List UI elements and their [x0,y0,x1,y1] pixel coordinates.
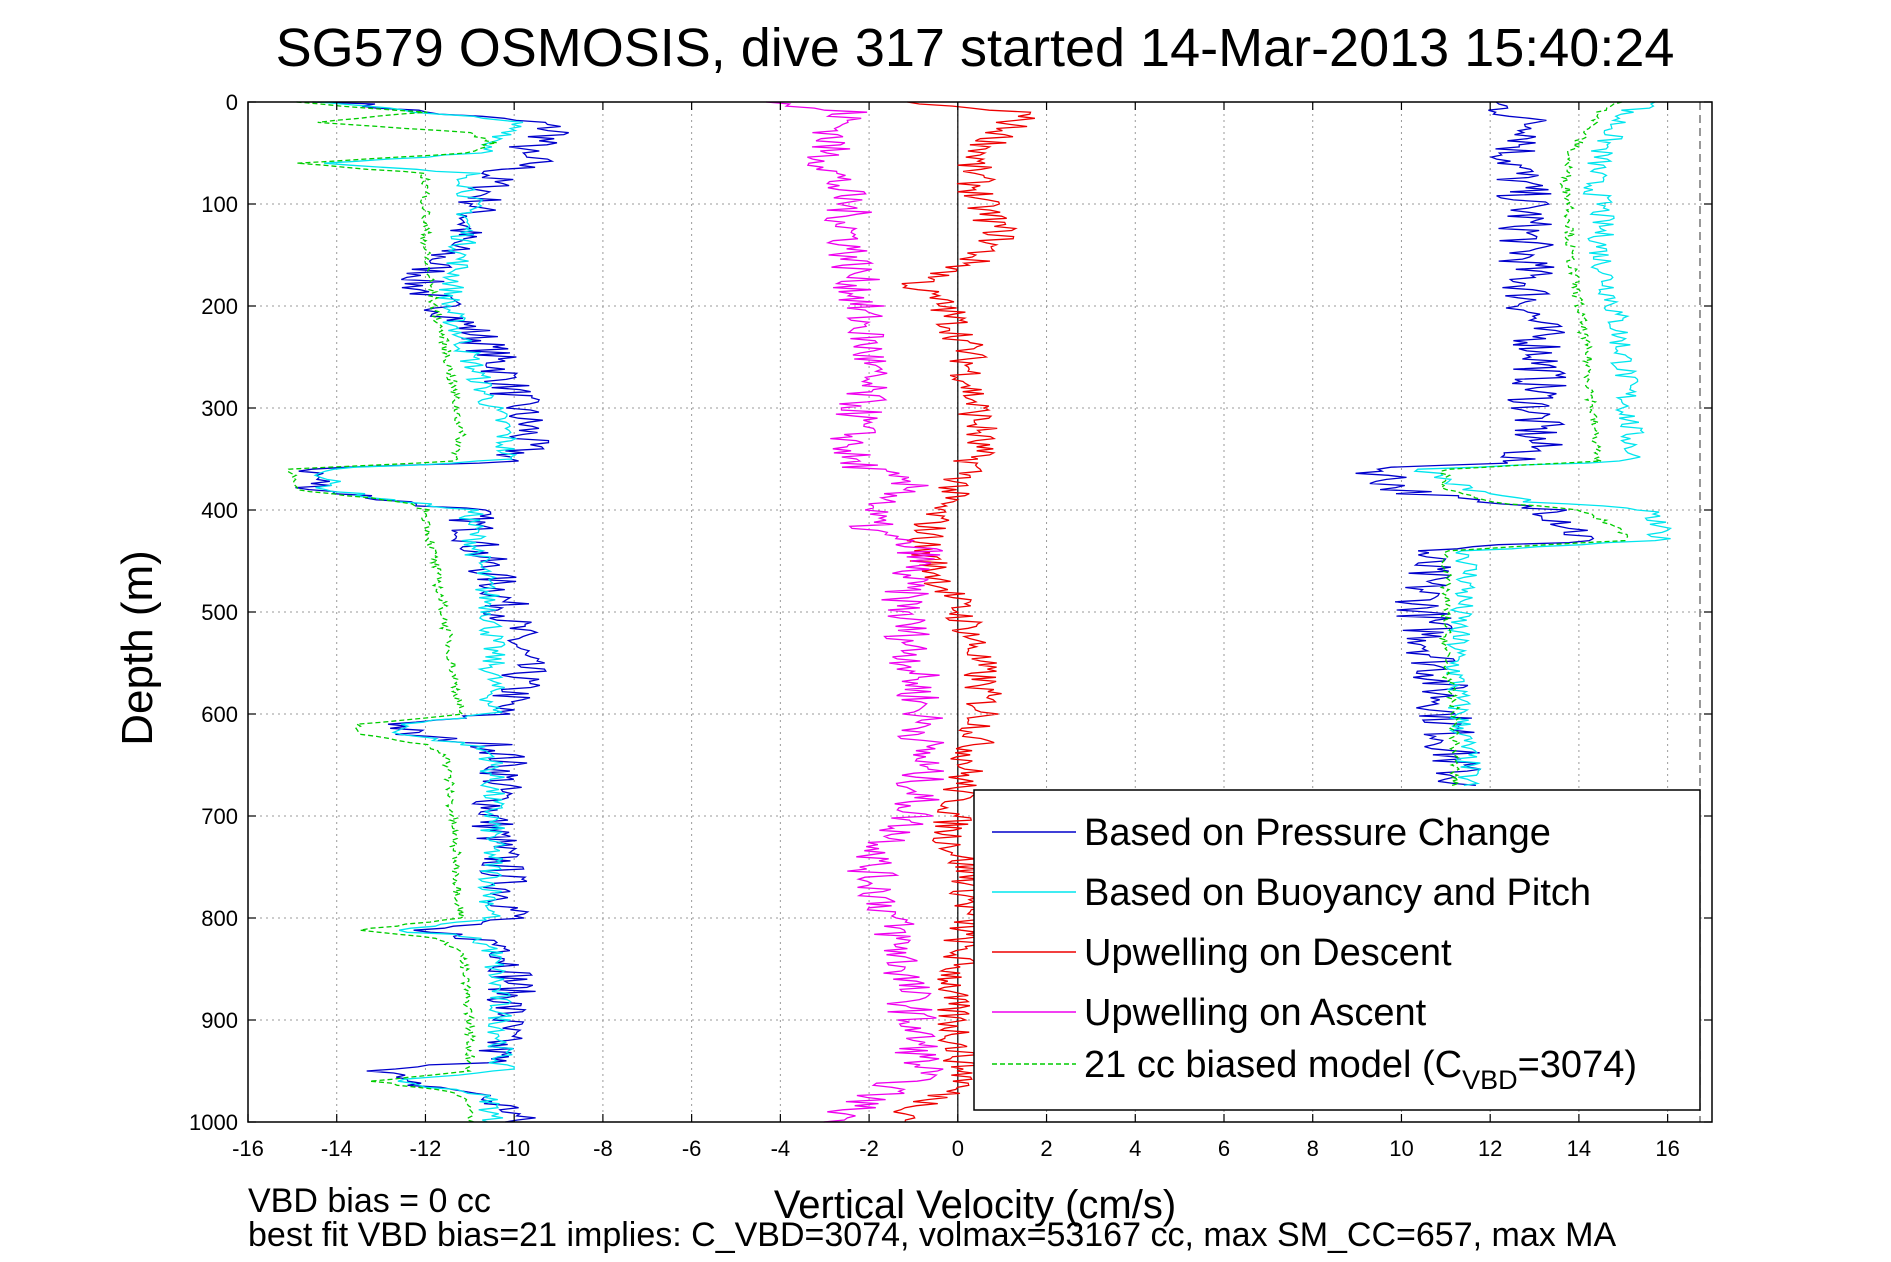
x-tick-label: 14 [1567,1136,1591,1161]
legend: Based on Pressure Change Based on Buoyanc… [973,789,1701,1111]
series-line-ascent-1 [1355,101,1595,787]
x-tick-label: -4 [771,1136,791,1161]
x-tick-label: 10 [1389,1136,1413,1161]
y-tick-label: 500 [201,600,238,625]
legend-label: Based on Buoyancy and Pitch [1084,872,1591,914]
y-tick-label: 400 [201,498,238,523]
y-tick-label: 1000 [189,1110,238,1135]
x-tick-label: 8 [1307,1136,1319,1161]
x-tick-label: 12 [1478,1136,1502,1161]
footer-line-1: VBD bias = 0 cc [248,1182,491,1220]
x-tick-label: -14 [321,1136,353,1161]
x-tick-label: -16 [232,1136,264,1161]
y-tick-label: 800 [201,906,238,931]
x-tick-label: 6 [1218,1136,1230,1161]
x-axis-label: Vertical Velocity (cm/s) [774,1183,1176,1227]
series-line-descent-6 [286,101,498,1123]
x-tick-label: -8 [593,1136,613,1161]
x-tick-label: -6 [682,1136,702,1161]
y-tick-label: 600 [201,702,238,727]
y-tick-label: 200 [201,294,238,319]
x-tick-label: 0 [952,1136,964,1161]
y-tick-label: 100 [201,192,238,217]
legend-label: Upwelling on Ascent [1084,992,1427,1034]
x-tick-label: -10 [498,1136,530,1161]
legend-label: Based on Pressure Change [1084,812,1551,854]
y-tick-label: 900 [201,1008,238,1033]
x-tick-label: 2 [1040,1136,1052,1161]
legend-label: Upwelling on Descent [1084,932,1452,974]
x-tick-label: 16 [1655,1136,1679,1161]
series-line-descent-4 [893,101,1035,1123]
footer-line-2: best fit VBD bias=21 implies: C_VBD=3074… [248,1216,1617,1254]
y-tick-label: 300 [201,396,238,421]
series-line-ascent-5 [766,101,945,1123]
legend-box [973,789,1701,1111]
series-line-descent-2 [313,101,524,1123]
series-line-ascent-7 [1438,101,1629,787]
series-line-ascent-3 [1413,101,1673,787]
series-layer [286,101,1673,1123]
y-tick-label: 700 [201,804,238,829]
x-tick-label: -12 [410,1136,442,1161]
x-tick-label: -2 [859,1136,879,1161]
x-tick-label: 4 [1129,1136,1141,1161]
axis-ticks: -16 -14 -12 -10 -8 -6 -4 -2 0 2 4 6 8 10 12 14 16 0 100 200… [189,90,1712,1161]
y-axis-label: Depth (m) [113,550,162,746]
y-tick-label: 0 [226,90,238,115]
chart-title: SG579 OSMOSIS, dive 317 started 14-Mar-2… [276,18,1675,78]
